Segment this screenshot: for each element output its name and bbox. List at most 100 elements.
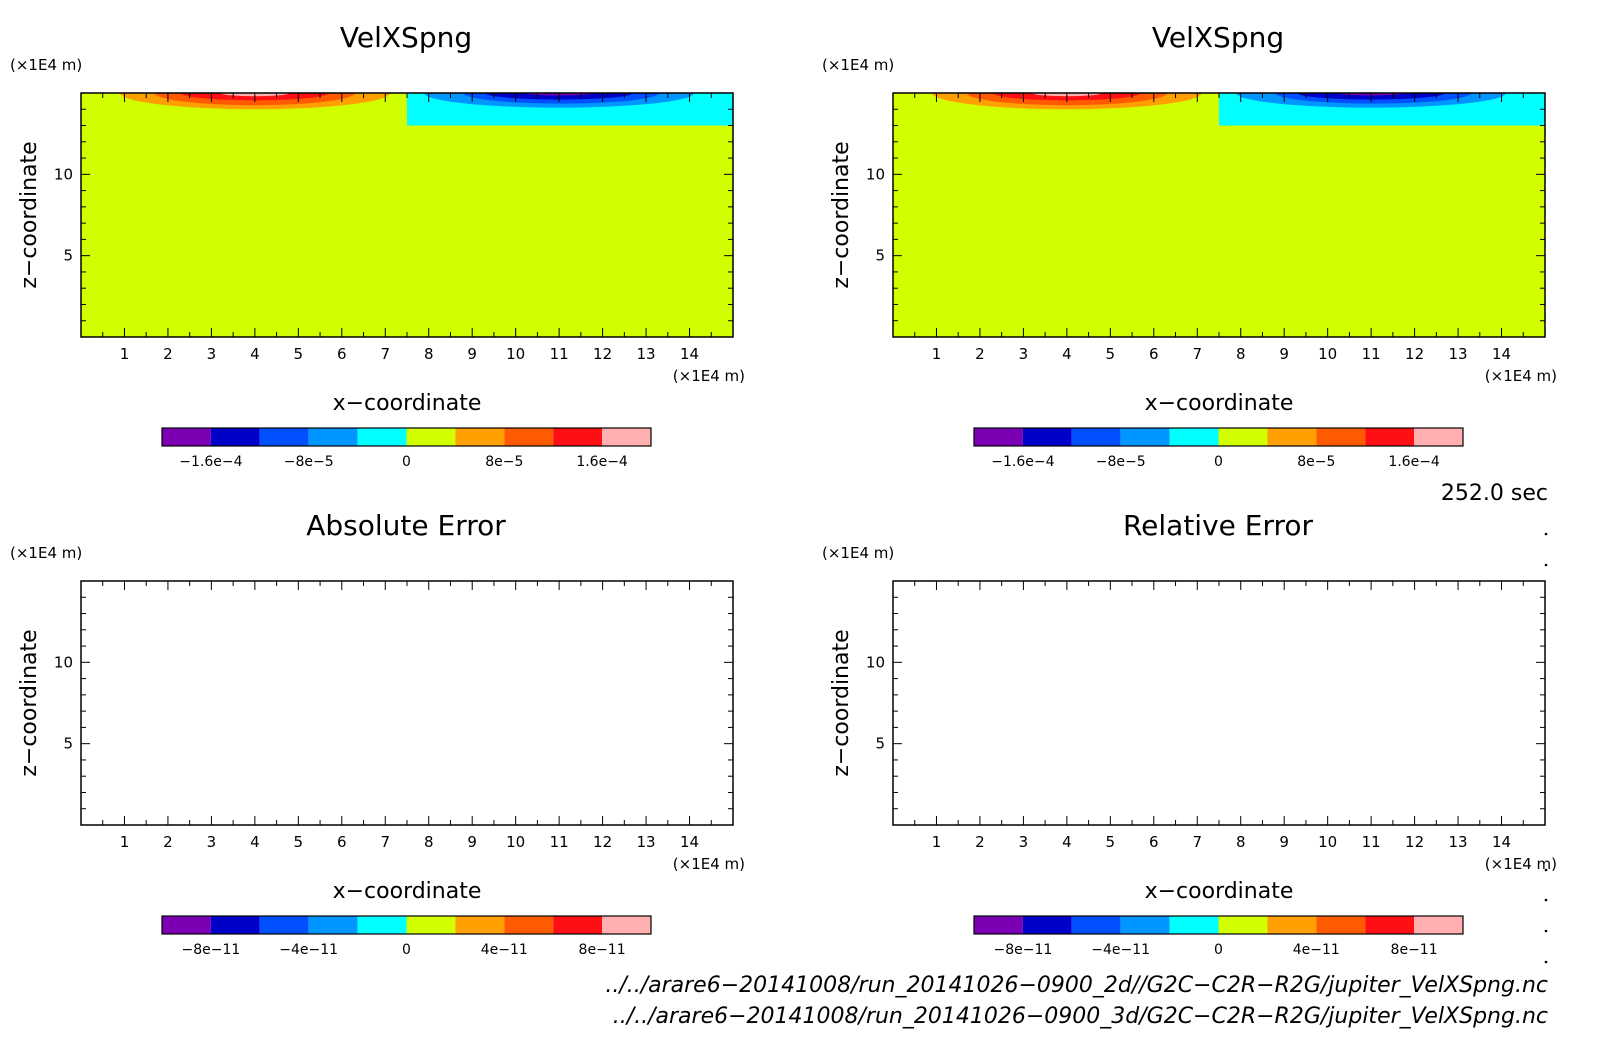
x-tick-label: 13 bbox=[637, 833, 656, 851]
y-tick-label: 10 bbox=[866, 165, 885, 183]
x-tick-label: 1 bbox=[120, 833, 130, 851]
colorbar-swatch bbox=[210, 428, 260, 446]
x-axis-unit: (×1E4 m) bbox=[673, 367, 745, 385]
y-axis-label: z−coordinate bbox=[829, 629, 854, 776]
colorbar-swatch bbox=[1120, 916, 1170, 934]
colorbar-label: 8e−5 bbox=[1297, 454, 1335, 470]
colorbar-swatch bbox=[1218, 916, 1268, 934]
colorbar-swatch bbox=[406, 428, 456, 446]
colorbar-label: −8e−5 bbox=[1096, 454, 1146, 470]
x-tick-label: 1 bbox=[932, 833, 942, 851]
x-axis-label: x−coordinate bbox=[333, 391, 482, 416]
colorbar-swatch bbox=[1267, 428, 1317, 446]
x-tick-label: 14 bbox=[680, 833, 699, 851]
x-tick-label: 4 bbox=[250, 345, 260, 363]
colorbar: −1.6e−4 −8e−5 0 8e−5 1.6e−4 bbox=[973, 427, 1464, 470]
x-tick-label: 3 bbox=[1019, 833, 1029, 851]
chart-title: VelXSpng bbox=[340, 21, 472, 54]
colorbar-swatch bbox=[1022, 428, 1072, 446]
plot-frame bbox=[892, 580, 1546, 826]
x-axis-label: x−coordinate bbox=[1145, 879, 1294, 904]
x-tick-label: 12 bbox=[593, 345, 612, 363]
y-tick-label: 10 bbox=[54, 165, 73, 183]
x-tick-label: 9 bbox=[1279, 833, 1289, 851]
colorbar-swatch bbox=[974, 916, 1023, 934]
x-tick-label: 9 bbox=[1279, 345, 1289, 363]
colorbar-frame bbox=[973, 427, 1464, 447]
y-axis-label: z−coordinate bbox=[17, 629, 42, 776]
y-tick-label: 5 bbox=[63, 247, 73, 265]
colorbar-label: 4e−11 bbox=[1293, 942, 1340, 958]
colorbar-swatch bbox=[553, 916, 603, 934]
colorbar-label: 0 bbox=[1214, 942, 1223, 958]
y-tick-label: 5 bbox=[63, 735, 73, 753]
x-tick-label: 6 bbox=[337, 833, 347, 851]
tick-marks bbox=[892, 580, 1546, 826]
x-tick-label: 3 bbox=[1019, 345, 1029, 363]
y-axis-unit: (×1E4 m) bbox=[822, 544, 894, 562]
colorbar-label: −4e−11 bbox=[1091, 942, 1150, 958]
colorbar-label: −8e−5 bbox=[284, 454, 334, 470]
colorbar-label: 0 bbox=[1214, 454, 1223, 470]
colorbar-swatch bbox=[504, 916, 554, 934]
x-tick-label: 10 bbox=[1318, 345, 1337, 363]
colorbar-swatch bbox=[1316, 428, 1366, 446]
y-axis-unit: (×1E4 m) bbox=[822, 56, 894, 74]
chart-title: Relative Error bbox=[1123, 509, 1314, 542]
colorbar-swatch bbox=[1071, 916, 1121, 934]
x-axis-unit: (×1E4 m) bbox=[1485, 367, 1557, 385]
colorbar-swatch bbox=[357, 916, 407, 934]
x-tick-label: 10 bbox=[506, 833, 525, 851]
colorbar-frame bbox=[161, 915, 652, 935]
x-tick-label: 3 bbox=[207, 833, 217, 851]
x-tick-label: 6 bbox=[1149, 833, 1159, 851]
x-tick-label: 14 bbox=[1492, 833, 1511, 851]
colorbar-label: −8e−11 bbox=[994, 942, 1053, 958]
colorbar-swatch bbox=[357, 428, 407, 446]
colorbar-label: 8e−11 bbox=[1391, 942, 1438, 958]
colorbar-swatch bbox=[1316, 916, 1366, 934]
colorbar-frame bbox=[973, 915, 1464, 935]
chart-title: Absolute Error bbox=[306, 509, 506, 542]
colorbar-swatch bbox=[1267, 916, 1317, 934]
tick-marks bbox=[892, 92, 1546, 338]
x-tick-label: 7 bbox=[380, 345, 390, 363]
x-tick-label: 11 bbox=[550, 833, 569, 851]
file-path-2: ../../arare6−20141008/run_20141026−0900_… bbox=[613, 1004, 1548, 1029]
x-tick-label: 5 bbox=[294, 833, 304, 851]
colorbar-swatch bbox=[1365, 916, 1415, 934]
x-axis-unit: (×1E4 m) bbox=[1485, 855, 1557, 873]
x-tick-label: 7 bbox=[380, 833, 390, 851]
colorbar-swatch bbox=[1218, 428, 1268, 446]
colorbar-swatch bbox=[1022, 916, 1072, 934]
colorbar: −1.6e−4 −8e−5 0 8e−5 1.6e−4 bbox=[161, 427, 652, 470]
x-tick-label: 10 bbox=[506, 345, 525, 363]
field-background bbox=[893, 93, 1545, 337]
colorbar-label: 8e−5 bbox=[485, 454, 523, 470]
x-tick-label: 14 bbox=[1492, 345, 1511, 363]
x-axis-unit: (×1E4 m) bbox=[673, 855, 745, 873]
colorbar-swatch bbox=[1414, 428, 1463, 446]
colorbar-swatch bbox=[1169, 428, 1219, 446]
y-axis-unit: (×1E4 m) bbox=[10, 56, 82, 74]
y-tick-label: 10 bbox=[54, 653, 73, 671]
field-background bbox=[81, 93, 733, 337]
x-tick-label: 5 bbox=[294, 345, 304, 363]
colorbar-swatch bbox=[455, 428, 505, 446]
x-axis-label: x−coordinate bbox=[333, 879, 482, 904]
colorbar: −8e−11 −4e−11 0 4e−11 8e−11 bbox=[973, 915, 1464, 958]
y-axis-label: z−coordinate bbox=[829, 141, 854, 288]
x-tick-label: 7 bbox=[1192, 833, 1202, 851]
colorbar-swatch bbox=[162, 428, 211, 446]
x-tick-label: 12 bbox=[1405, 345, 1424, 363]
colorbar-swatch bbox=[553, 428, 603, 446]
x-tick-label: 6 bbox=[1149, 345, 1159, 363]
x-tick-label: 11 bbox=[1362, 345, 1381, 363]
chart-title: VelXSpng bbox=[1152, 21, 1284, 54]
x-tick-label: 10 bbox=[1318, 833, 1337, 851]
y-tick-label: 10 bbox=[866, 653, 885, 671]
x-tick-label: 6 bbox=[337, 345, 347, 363]
colorbar-swatch bbox=[1169, 916, 1219, 934]
x-tick-label: 13 bbox=[637, 345, 656, 363]
